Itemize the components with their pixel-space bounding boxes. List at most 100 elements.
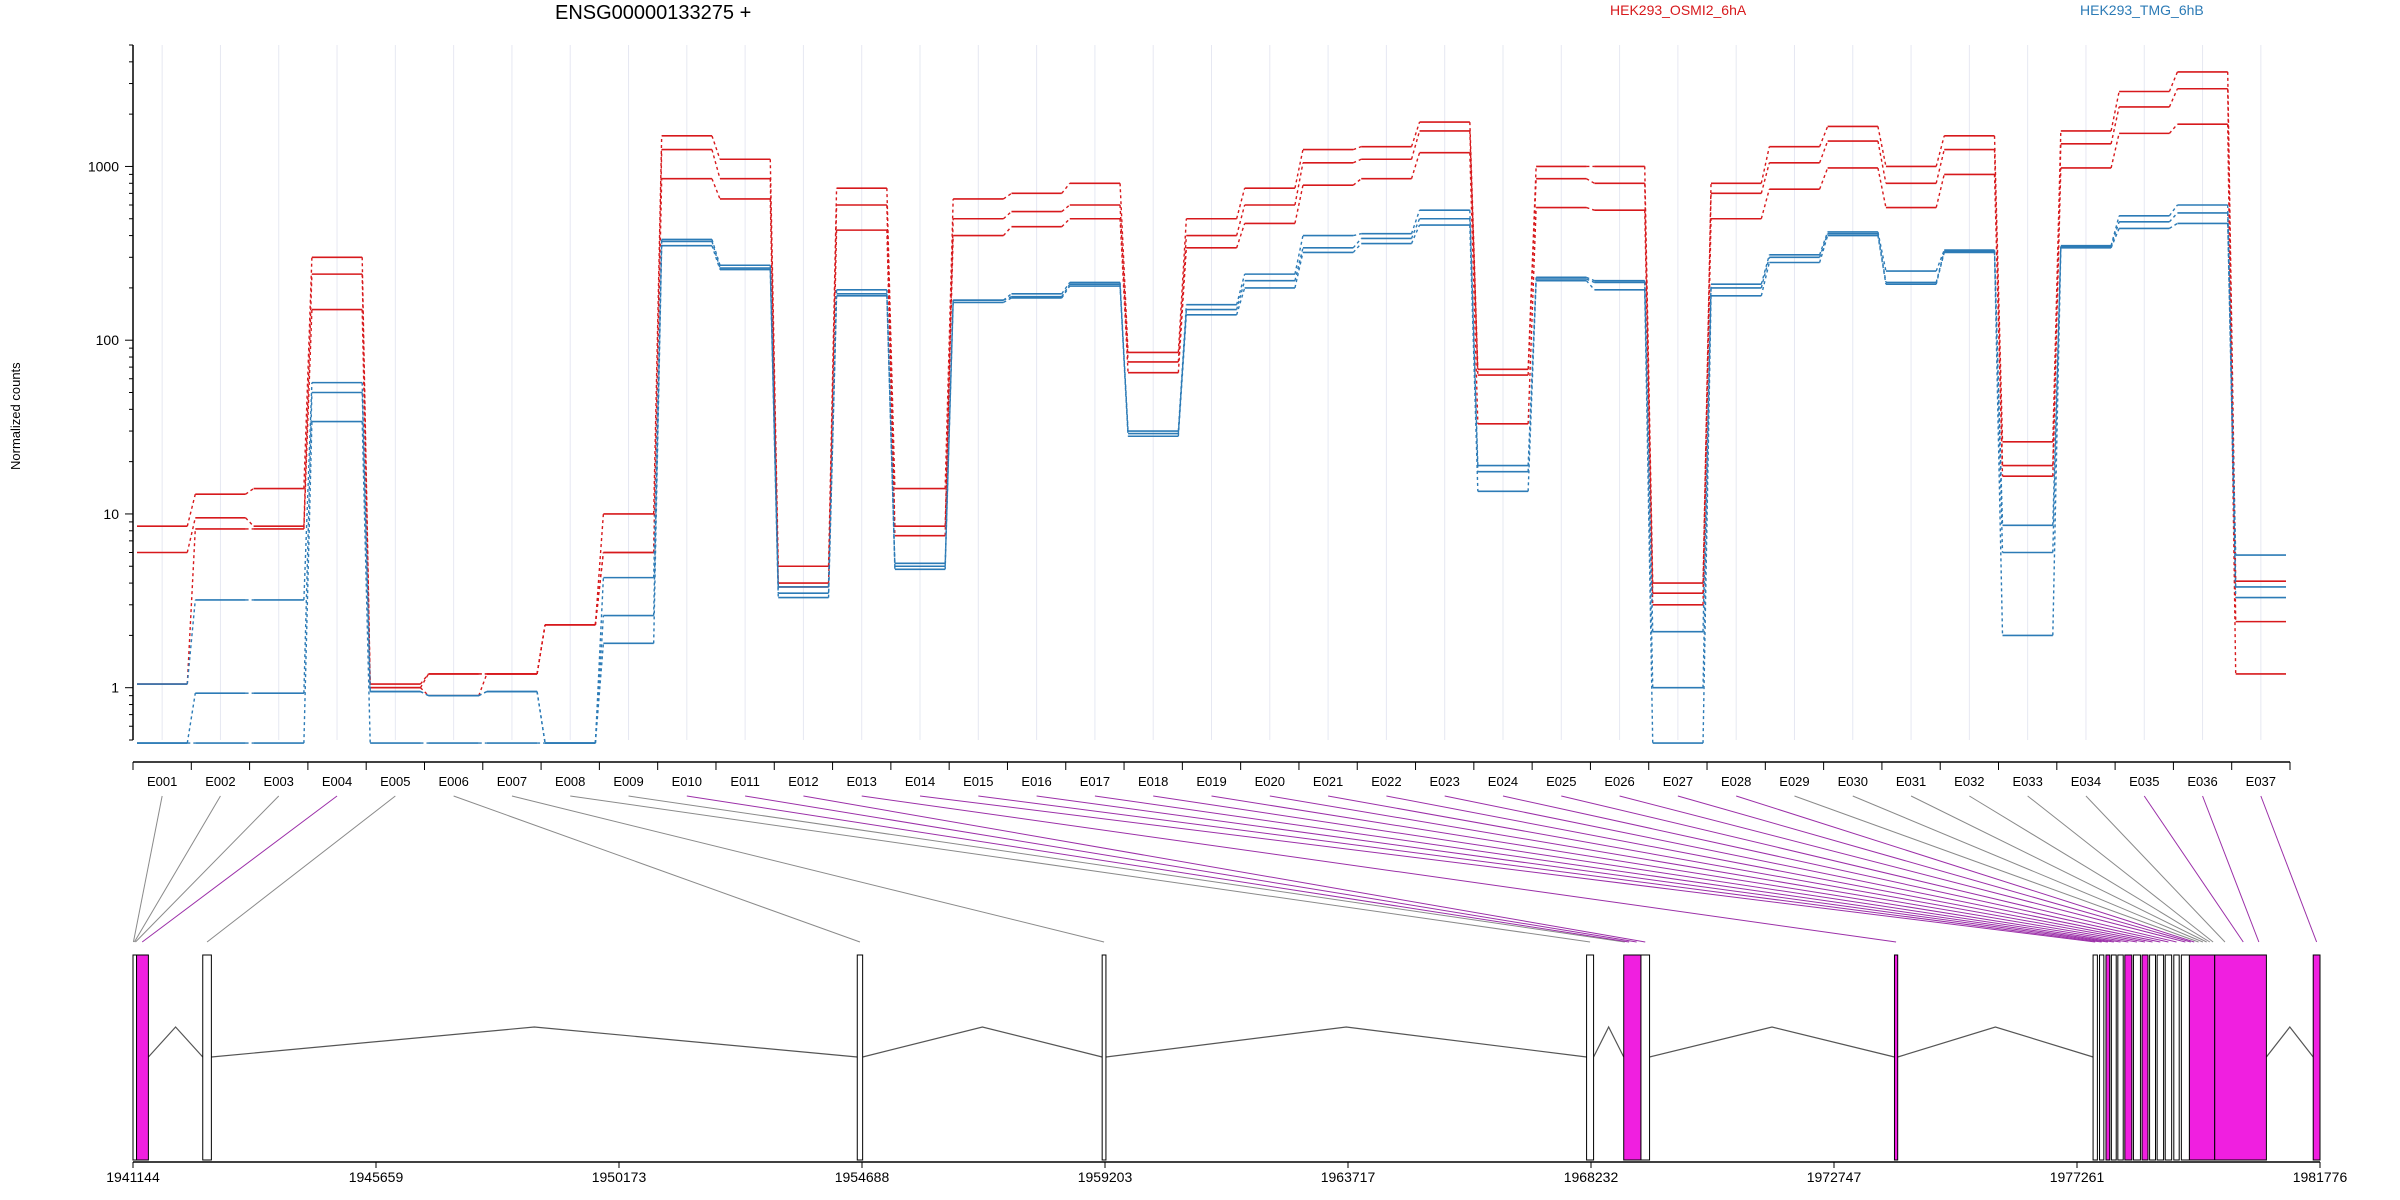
exon-box <box>2164 954 2173 1161</box>
series-transition <box>1469 152 1479 424</box>
genomic-tick-label: 1941144 <box>106 1169 160 1185</box>
series-transition <box>1877 231 1887 272</box>
series-transition <box>2168 71 2179 92</box>
series-transition <box>1935 135 1945 167</box>
series-transition <box>2052 247 2062 636</box>
series-transition <box>1586 206 1595 211</box>
x-tick-label: E026 <box>1604 774 1634 789</box>
series-transition <box>944 300 954 567</box>
series-transition <box>1527 280 1537 492</box>
intron-line <box>147 1026 204 1058</box>
x-tick-label: E006 <box>438 774 468 789</box>
series-transition <box>1644 183 1654 594</box>
series-transition <box>1410 152 1421 179</box>
x-tick-label: E037 <box>2246 774 2276 789</box>
genomic-tick-label: 1945659 <box>349 1169 404 1185</box>
exon-box <box>1101 954 1107 1161</box>
exon-connector <box>511 795 1105 943</box>
series-transition <box>1061 182 1071 194</box>
series-transition <box>1119 204 1129 362</box>
series-transition <box>886 295 896 570</box>
exon-box <box>2214 954 2267 1161</box>
x-tick-label: E031 <box>1896 774 1926 789</box>
series-transition <box>1003 297 1012 304</box>
series-transition <box>1877 167 1887 208</box>
x-tick-label: E004 <box>322 774 352 789</box>
genomic-tick-label: 1981776 <box>2293 1169 2348 1185</box>
series-transition <box>1527 178 1537 376</box>
exon-box <box>2110 954 2117 1161</box>
exon-connector <box>1094 795 2114 943</box>
series-transition <box>944 302 954 570</box>
x-tick-label: E034 <box>2071 774 2101 789</box>
exon-connector <box>1794 795 2199 943</box>
intron-line <box>1649 1026 1895 1058</box>
exon-connector <box>861 795 1897 943</box>
intron-line <box>211 1026 858 1058</box>
series-transition <box>1003 192 1012 200</box>
series-transition <box>1294 252 1304 289</box>
exon-box <box>2312 954 2321 1161</box>
series-transition <box>1294 149 1304 189</box>
series-transition <box>1119 285 1129 437</box>
chart-title: ENSG00000133275 + <box>555 2 752 24</box>
series-transition <box>1177 235 1188 362</box>
exon-connector <box>1561 795 2177 943</box>
series-transition <box>2169 222 2178 229</box>
series-transition <box>1177 247 1188 373</box>
series-transition <box>186 517 196 553</box>
series-transition <box>1294 162 1304 206</box>
exon-box <box>2092 954 2098 1161</box>
x-tick-label: E028 <box>1721 774 1751 789</box>
series-transition <box>711 245 721 270</box>
x-tick-label: E017 <box>1080 774 1110 789</box>
series-transition <box>1877 140 1887 184</box>
x-tick-label: E030 <box>1838 774 1868 789</box>
exon-box <box>2180 954 2190 1161</box>
series-transition <box>1061 285 1071 299</box>
x-tick-label: E025 <box>1546 774 1576 789</box>
series-transition <box>1352 238 1362 249</box>
series-transition <box>1469 122 1479 370</box>
series-transition <box>1294 185 1304 224</box>
series-transition <box>1935 249 1945 272</box>
series-transition <box>186 693 196 744</box>
series-transition <box>419 673 430 685</box>
series-transition <box>2110 106 2120 144</box>
exon-connector <box>1444 795 2161 943</box>
exon-connector <box>1502 795 2169 943</box>
series-transition <box>1119 183 1129 353</box>
series-transition <box>1177 218 1188 353</box>
exon-connector <box>1619 795 2186 943</box>
exon-connector <box>1153 795 2121 943</box>
series-transition <box>769 268 779 594</box>
intron-line <box>1593 1025 1625 1058</box>
series-transition <box>1877 235 1887 285</box>
legend-entry-osmi2: HEK293_OSMI2_6hA <box>1610 2 1747 18</box>
series-transition <box>419 673 430 689</box>
series-transition <box>1061 218 1071 228</box>
exon-box <box>2156 954 2165 1161</box>
series-transition <box>1702 284 1712 632</box>
x-tick-label: E036 <box>2187 774 2217 789</box>
series-transition <box>1586 276 1595 282</box>
series-transition <box>1818 140 1829 164</box>
series-transition <box>711 149 721 179</box>
exon-connector <box>2027 795 2214 943</box>
series-transition <box>1760 162 1771 194</box>
x-tick-label: E023 <box>1430 774 1460 789</box>
genomic-axis: 1941144 1945659 1950173 1954688 1959203 19637… <box>106 1161 2348 1185</box>
exon-connector <box>1969 795 2211 943</box>
series-transition <box>769 269 779 598</box>
series-transition <box>1935 251 1945 283</box>
genomic-tick-label: 1977261 <box>2050 1169 2105 1185</box>
series-transition <box>2168 204 2178 217</box>
series-transition <box>1061 204 1071 213</box>
exon-connector <box>1736 795 2195 943</box>
exon-connector <box>135 795 280 943</box>
series-transition <box>1585 280 1595 291</box>
exon-box <box>202 954 212 1161</box>
series-transition <box>536 624 546 675</box>
series-transition <box>2110 133 2120 169</box>
exon-grid-lines <box>161 45 2262 740</box>
